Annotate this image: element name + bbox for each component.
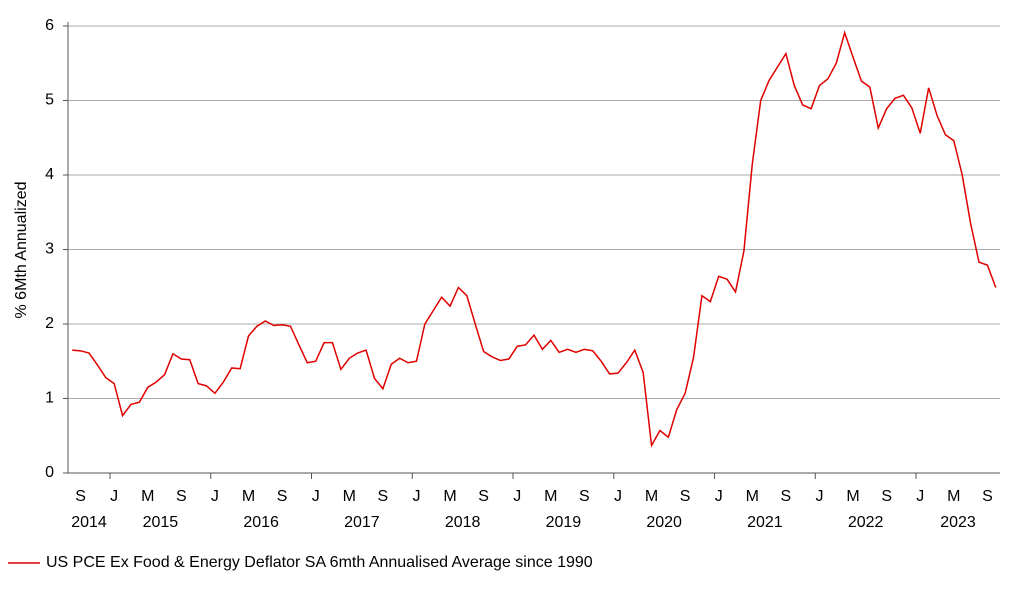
x-tick-label: S bbox=[982, 488, 993, 505]
x-tick-label: S bbox=[378, 488, 389, 505]
x-tick-label: M bbox=[947, 488, 960, 505]
x-tick-label: J bbox=[211, 488, 219, 505]
x-tick-label: J bbox=[715, 488, 723, 505]
x-tick-label: J bbox=[312, 488, 320, 505]
x-tick-label: S bbox=[781, 488, 792, 505]
x-tick-label: M bbox=[645, 488, 658, 505]
y-tick-label: 3 bbox=[45, 241, 54, 258]
x-tick-label: M bbox=[846, 488, 859, 505]
year-label: 2019 bbox=[546, 514, 582, 531]
x-tick-label: S bbox=[478, 488, 489, 505]
x-tick-label: S bbox=[881, 488, 892, 505]
year-label: 2023 bbox=[940, 514, 976, 531]
x-tick-label: J bbox=[513, 488, 521, 505]
y-tick-label: 6 bbox=[45, 17, 54, 34]
year-label: 2017 bbox=[344, 514, 380, 531]
x-tick-label: S bbox=[680, 488, 691, 505]
x-tick-label: M bbox=[746, 488, 759, 505]
x-tick-label: M bbox=[544, 488, 557, 505]
data-line bbox=[72, 30, 997, 448]
x-tick-label: J bbox=[815, 488, 823, 505]
y-tick-label: 4 bbox=[45, 166, 54, 183]
x-tick-label: M bbox=[443, 488, 456, 505]
x-tick-label: M bbox=[343, 488, 356, 505]
y-tick-label: 5 bbox=[45, 92, 54, 109]
x-tick-label: J bbox=[916, 488, 924, 505]
x-tick-label: S bbox=[579, 488, 590, 505]
x-tick-label: M bbox=[242, 488, 255, 505]
x-tick-label: J bbox=[412, 488, 420, 505]
x-tick-label: S bbox=[277, 488, 288, 505]
year-label: 2020 bbox=[646, 514, 682, 531]
x-tick-label: J bbox=[614, 488, 622, 505]
x-tick-label: J bbox=[110, 488, 118, 505]
year-label: 2015 bbox=[143, 514, 179, 531]
y-tick-label: 1 bbox=[45, 390, 54, 407]
year-label: 2018 bbox=[445, 514, 481, 531]
x-tick-label: S bbox=[75, 488, 86, 505]
x-tick-label: M bbox=[141, 488, 154, 505]
y-axis-label: % 6Mth Annualized bbox=[13, 182, 30, 319]
y-tick-label: 2 bbox=[45, 315, 54, 332]
year-label: 2014 bbox=[71, 514, 107, 531]
y-tick-label: 0 bbox=[45, 464, 54, 481]
year-label: 2021 bbox=[747, 514, 783, 531]
x-tick-label: S bbox=[176, 488, 187, 505]
year-label: 2022 bbox=[848, 514, 884, 531]
legend-label: US PCE Ex Food & Energy Deflator SA 6mth… bbox=[46, 554, 593, 571]
year-label: 2016 bbox=[243, 514, 279, 531]
